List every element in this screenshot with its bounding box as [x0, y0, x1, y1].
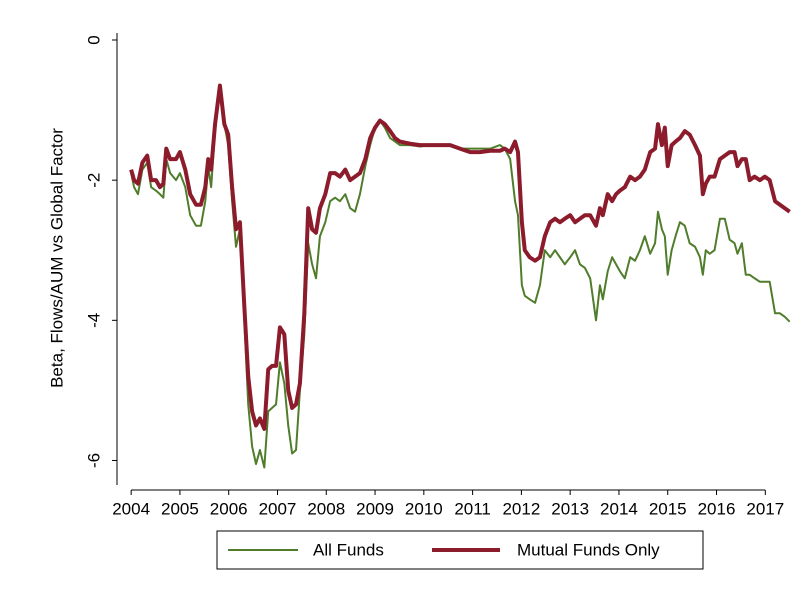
- x-tick-label: 2004: [112, 499, 150, 518]
- y-tick-label: -4: [84, 313, 103, 328]
- x-tick-label: 2009: [356, 499, 394, 518]
- x-tick-label: 2007: [259, 499, 297, 518]
- x-tick-label: 2012: [502, 499, 540, 518]
- legend-box: [216, 530, 704, 570]
- x-tick-label: 2015: [649, 499, 687, 518]
- x-tick-label: 2011: [454, 499, 491, 518]
- x-tick-label: 2010: [405, 499, 443, 518]
- y-tick-label: -6: [84, 453, 103, 468]
- legend-label: All Funds: [313, 540, 384, 559]
- x-tick-label: 2013: [551, 499, 589, 518]
- y-axis-label: Beta, Flows/AUM vs Global Factor: [47, 128, 66, 388]
- y-tick-label: 0: [84, 35, 103, 44]
- x-tick-label: 2006: [210, 499, 248, 518]
- x-tick-label: 2016: [698, 499, 736, 518]
- x-tick-label: 2005: [161, 499, 199, 518]
- y-tick-label: -2: [84, 173, 103, 188]
- x-tick-label: 2008: [307, 499, 345, 518]
- legend-label: Mutual Funds Only: [517, 540, 660, 559]
- x-tick-label: 2014: [600, 499, 638, 518]
- data-line: [129, 83, 791, 431]
- x-tick-label: 2017: [746, 499, 784, 518]
